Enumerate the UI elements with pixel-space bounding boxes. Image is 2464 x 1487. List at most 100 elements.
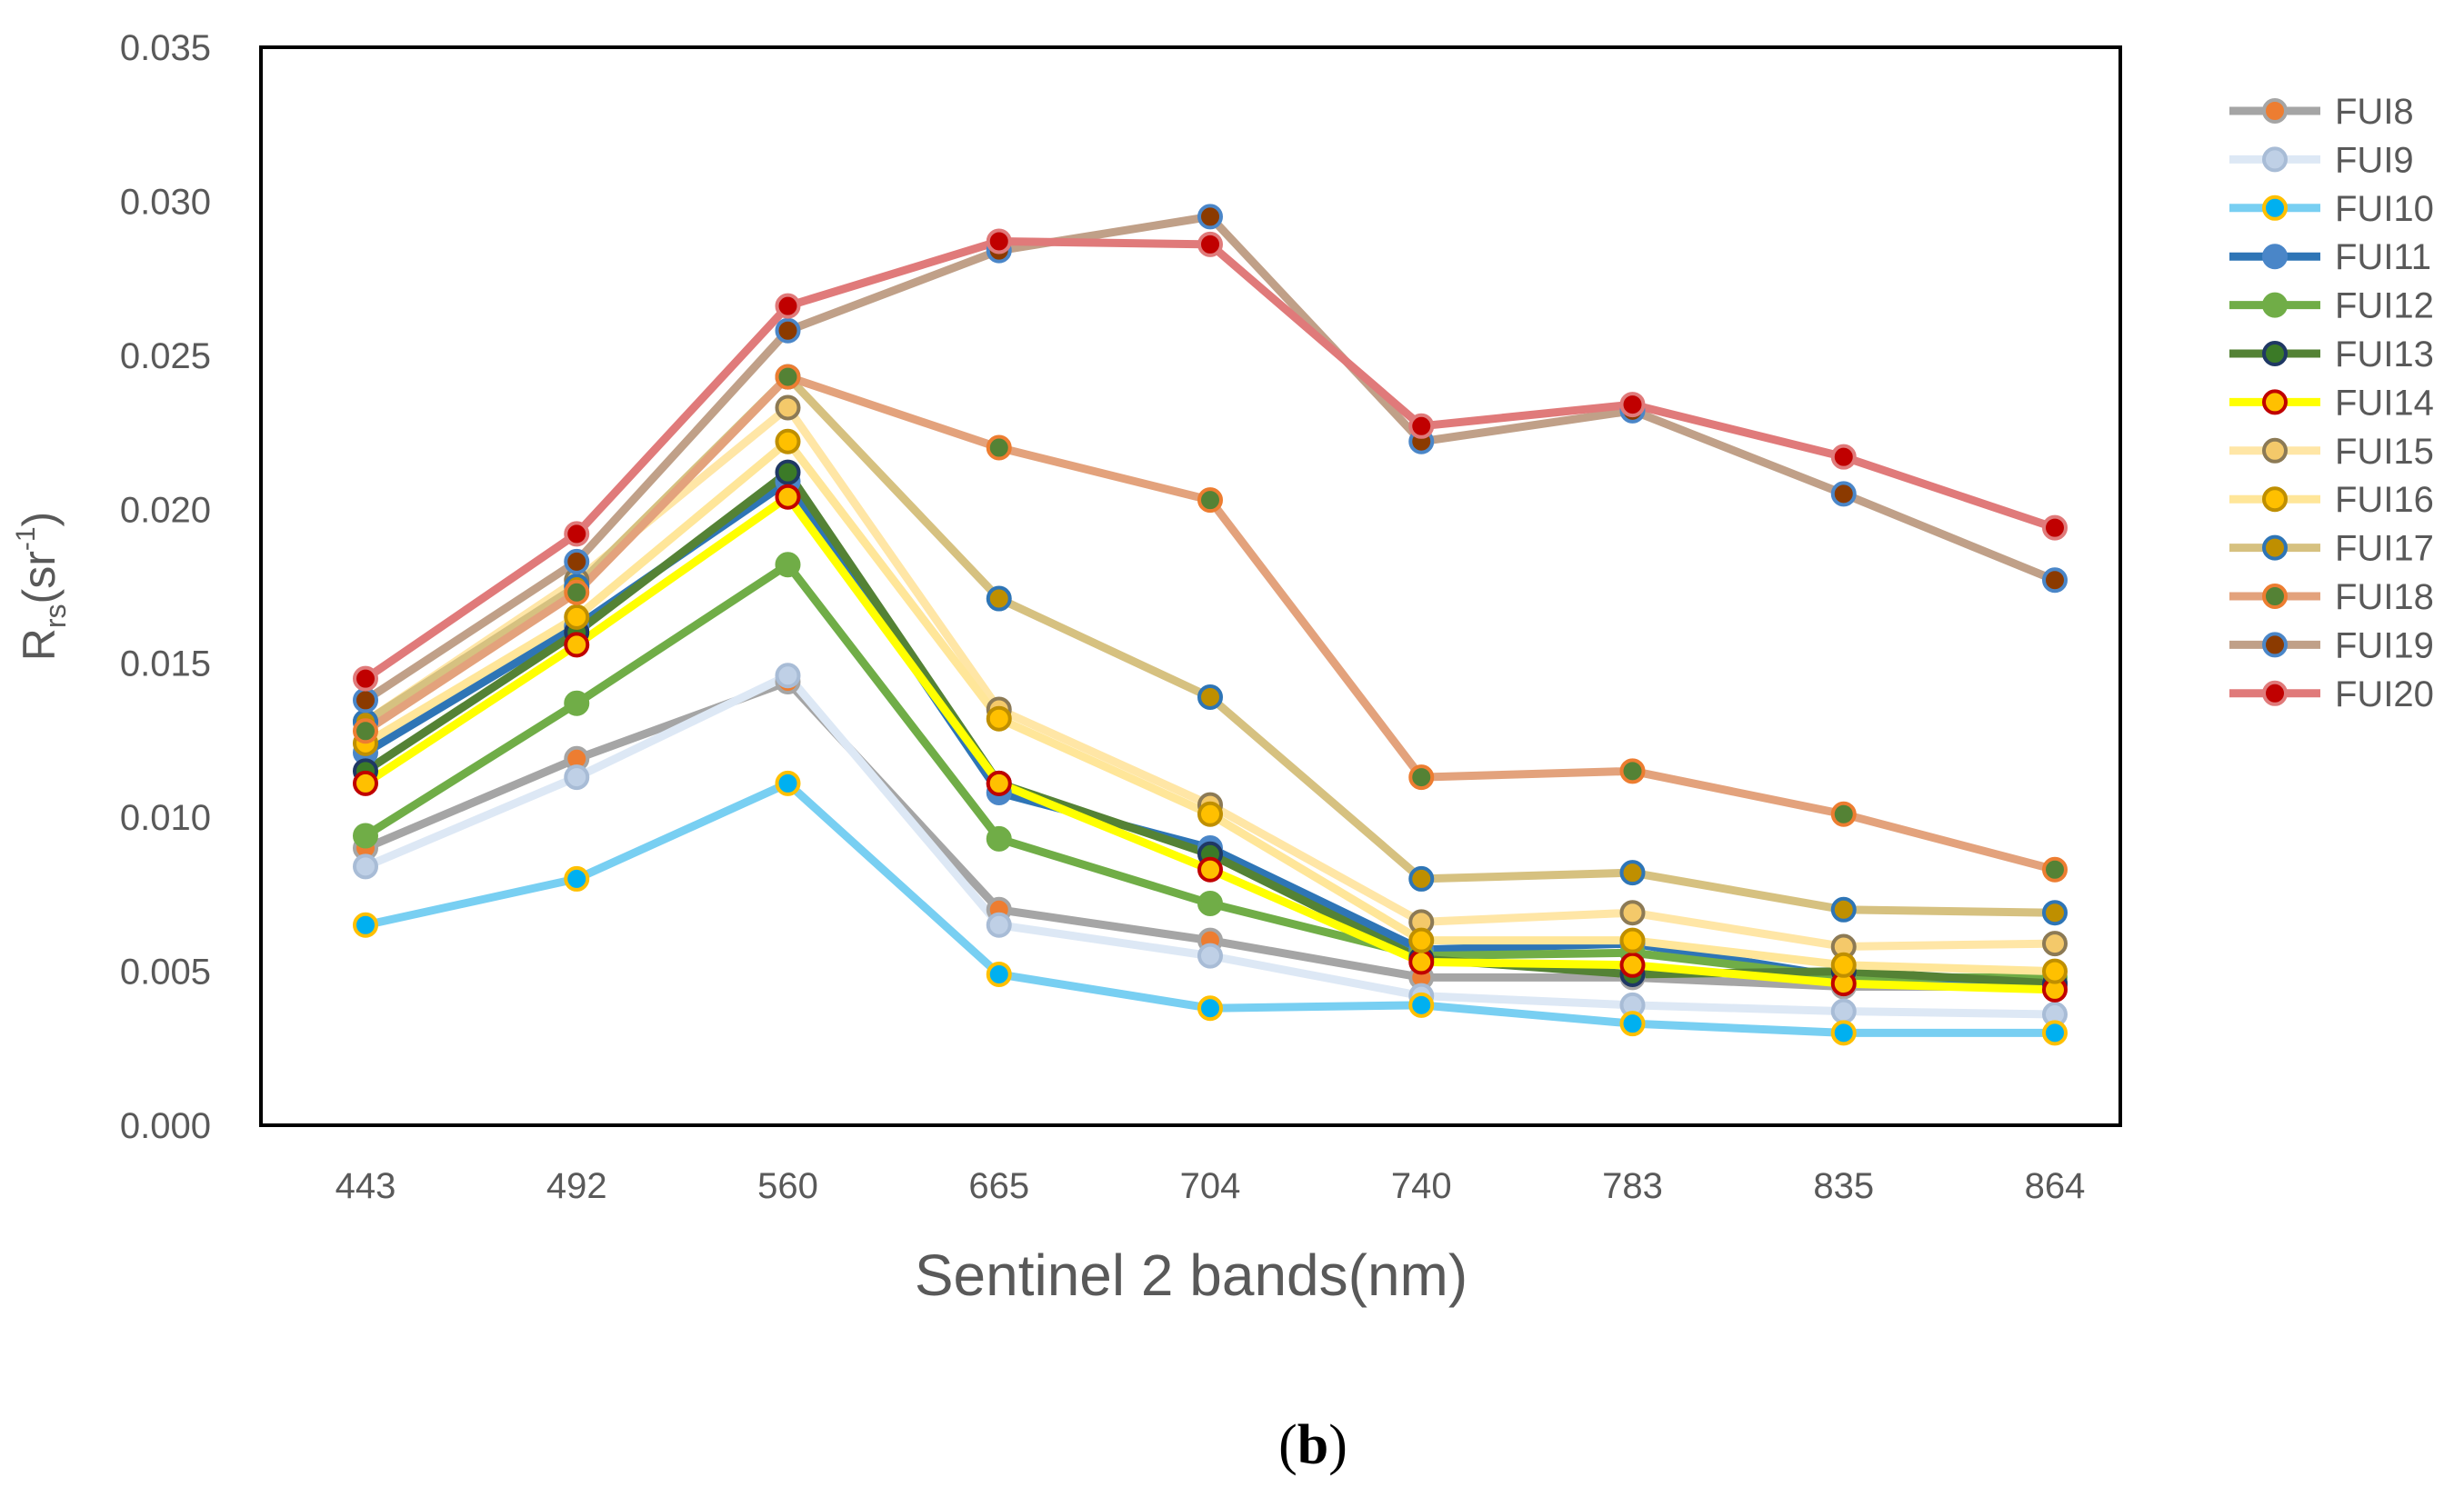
point-fui20 (564, 521, 590, 547)
point-fui9 (775, 663, 801, 689)
point-fui17 (2042, 900, 2068, 926)
point-fui12 (986, 825, 1012, 852)
x-tick-label: 740 (1391, 1166, 1452, 1206)
point-fui14 (1408, 949, 1435, 975)
x-axis-ticks: 443 492 560 665 704 740 783 835 864 (336, 1166, 2086, 1206)
point-fui20 (775, 293, 801, 319)
point-fui20 (1619, 392, 1646, 418)
legend-item-fui16: FUI16 (2229, 480, 2434, 520)
point-fui19 (564, 548, 590, 574)
y-axis-title: Rrs(sr-1) (11, 512, 72, 661)
point-fui18 (1197, 487, 1223, 514)
y-tick-label: 0.005 (120, 953, 211, 993)
legend-label: FUI13 (2335, 334, 2434, 374)
legend-swatch-marker (2262, 486, 2288, 513)
point-fui14 (1197, 856, 1223, 883)
legend-label: FUI14 (2335, 383, 2434, 423)
y-tick-label: 0.030 (120, 182, 211, 222)
point-fui19 (1830, 481, 1857, 507)
x-tick-label: 443 (336, 1166, 396, 1206)
legend-item-fui14: FUI14 (2229, 383, 2434, 423)
point-fui12 (353, 823, 378, 849)
legend-swatch-marker (2262, 244, 2288, 270)
point-fui15 (2042, 931, 2068, 957)
legend-item-fui19: FUI19 (2229, 625, 2434, 665)
legend-label: FUI16 (2335, 480, 2434, 520)
point-fui13 (775, 459, 801, 485)
point-fui20 (1830, 444, 1857, 470)
point-fui18 (1619, 758, 1646, 784)
point-fui14 (353, 770, 378, 796)
legend-item-fui20: FUI20 (2229, 674, 2434, 714)
legend-label: FUI8 (2335, 92, 2414, 132)
legend-label: FUI20 (2335, 674, 2434, 714)
series-points (353, 204, 2068, 1046)
y-tick-label: 0.015 (120, 644, 211, 684)
point-fui16 (986, 705, 1012, 732)
point-fui17 (1408, 865, 1435, 892)
point-fui16 (1408, 927, 1435, 953)
legend-swatch-marker (2262, 341, 2288, 366)
point-fui17 (986, 585, 1012, 612)
point-fui10 (775, 770, 801, 796)
legend-swatch-marker (2262, 389, 2288, 415)
legend-swatch-marker (2262, 292, 2288, 318)
point-fui20 (1197, 231, 1223, 257)
point-fui20 (986, 228, 1012, 254)
legend-swatch-marker (2262, 437, 2288, 464)
x-tick-label: 704 (1180, 1166, 1241, 1206)
point-fui9 (986, 912, 1012, 938)
point-fui19 (775, 317, 801, 344)
legend-swatch-marker (2262, 98, 2288, 124)
legend-item-fui15: FUI15 (2229, 432, 2434, 472)
y-axis-title-unit-close: ) (14, 512, 65, 527)
legend-swatch-marker (2262, 534, 2288, 561)
point-fui18 (353, 718, 378, 744)
point-fui16 (775, 428, 801, 454)
point-fui15 (1619, 900, 1646, 926)
y-axis-title-subscript: rs (39, 604, 72, 628)
point-fui12 (775, 552, 801, 578)
legend-swatch-marker (2262, 584, 2288, 609)
point-fui14 (986, 770, 1012, 796)
y-axis-title-unit-open: (sr (14, 551, 65, 604)
point-fui9 (1830, 998, 1857, 1024)
y-tick-label: 0.020 (120, 490, 211, 530)
point-fui16 (1197, 801, 1223, 827)
point-fui18 (2042, 856, 2068, 883)
legend-item-fui10: FUI10 (2229, 189, 2434, 229)
point-fui18 (1408, 764, 1435, 791)
point-fui10 (564, 865, 590, 892)
point-fui9 (353, 853, 378, 880)
caption-letter: b (1297, 1414, 1328, 1476)
point-fui17 (1830, 896, 1857, 923)
y-axis-title-superscript: -1 (11, 526, 41, 551)
y-axis-ticks: 0.000 0.005 0.010 0.015 0.020 0.025 0.030 0.035 (120, 28, 211, 1146)
legend-item-fui13: FUI13 (2229, 334, 2434, 374)
point-fui10 (986, 961, 1012, 987)
legend-swatch-marker (2262, 632, 2288, 658)
y-axis-title-base: R (14, 628, 65, 661)
point-fui20 (353, 665, 378, 692)
point-fui18 (564, 579, 590, 605)
point-fui16 (1619, 927, 1646, 953)
point-fui19 (1197, 204, 1223, 230)
legend-swatch-marker (2262, 146, 2288, 173)
point-fui17 (1619, 860, 1646, 886)
point-fui12 (564, 690, 590, 716)
y-tick-label: 0.000 (120, 1106, 211, 1146)
legend-swatch-marker (2262, 680, 2288, 706)
x-tick-label: 560 (757, 1166, 818, 1206)
legend-label: FUI11 (2335, 237, 2431, 277)
y-tick-label: 0.025 (120, 336, 211, 376)
legend-item-fui11: FUI11 (2229, 237, 2431, 277)
x-tick-label: 864 (2025, 1166, 2086, 1206)
y-tick-label: 0.010 (120, 798, 211, 838)
point-fui17 (1197, 684, 1223, 710)
x-tick-label: 665 (968, 1166, 1029, 1206)
point-fui16 (2042, 958, 2068, 984)
point-fui10 (1408, 992, 1435, 1018)
point-fui9 (1197, 943, 1223, 969)
point-fui10 (1197, 995, 1223, 1022)
